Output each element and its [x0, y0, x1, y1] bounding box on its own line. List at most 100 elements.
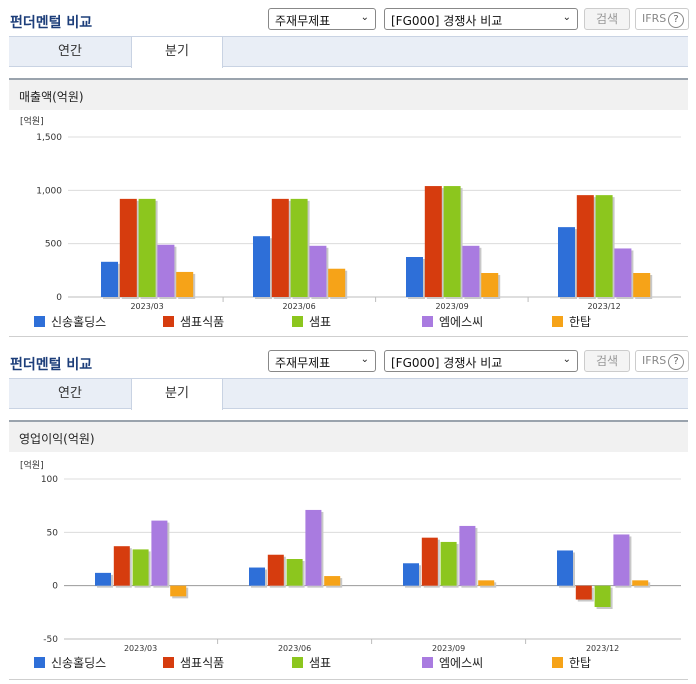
legend-label: 엠에스씨 — [439, 315, 484, 329]
bar — [459, 525, 476, 586]
bar — [403, 563, 419, 586]
bar — [594, 585, 611, 607]
bar — [478, 580, 495, 586]
legend-swatch — [34, 316, 45, 327]
legend-label: 샘표 — [309, 656, 332, 670]
search-button[interactable]: 검색 — [584, 350, 630, 372]
bar — [576, 195, 594, 297]
legend-label: 신송홀딩스 — [51, 656, 107, 670]
section-header: 펀더멘털 비교 주재무제표 ⌄ [FG000] 경쟁사 비교 ⌄ 검색 IFRS… — [0, 342, 696, 378]
comparison-select[interactable]: [FG000] 경쟁사 비교 ⌄ — [384, 8, 578, 30]
period-tabs: 연간 분기 — [9, 36, 688, 68]
fundamental-section-operating-profit: 펀더멘털 비교 주재무제표 ⌄ [FG000] 경쟁사 비교 ⌄ 검색 IFRS… — [0, 342, 696, 684]
legend-item[interactable]: 한탑 — [552, 654, 591, 671]
bar — [558, 227, 575, 297]
bar — [170, 585, 187, 597]
legend-item[interactable]: 엠에스씨 — [422, 313, 483, 330]
comparison-select[interactable]: [FG000] 경쟁사 비교 ⌄ — [384, 350, 578, 372]
ifrs-button[interactable]: IFRS ? — [635, 350, 689, 372]
bar — [253, 236, 270, 297]
legend-item[interactable]: 엠에스씨 — [422, 654, 483, 671]
section-title: 펀더멘털 비교 — [10, 15, 93, 31]
y-tick-label: -50 — [43, 635, 58, 645]
bar — [481, 273, 499, 297]
comparison-select-value: [FG000] 경쟁사 비교 — [391, 14, 503, 28]
bar — [462, 245, 480, 297]
ifrs-label: IFRS — [642, 12, 667, 25]
legend-swatch — [292, 657, 303, 668]
x-tick-label: 2023/03 — [124, 644, 157, 653]
legend-swatch — [292, 316, 303, 327]
bar — [249, 567, 265, 586]
y-tick-label: 0 — [52, 582, 58, 592]
x-tick-label: 2023/06 — [282, 302, 315, 310]
legend-item[interactable]: 한탑 — [552, 313, 591, 330]
unit-label: [억원] — [20, 459, 44, 471]
bar — [101, 261, 118, 297]
legend-item[interactable]: 샘표식품 — [163, 313, 224, 330]
y-tick-label: 50 — [47, 528, 59, 538]
tab-annual[interactable]: 연간 — [58, 44, 82, 59]
bar — [113, 546, 130, 586]
sales-bar-chart: [억원] 0 500 1,000 1,500 2023/03 2023/06 2023/09 2… — [20, 115, 681, 310]
legend-label: 샘표 — [309, 315, 332, 329]
search-button[interactable]: 검색 — [584, 8, 630, 30]
operating-profit-bar-chart: [억원] -50 0 50 100 2023/03 2023/06 2023/09 2023/1… — [20, 459, 681, 653]
legend-item[interactable]: 신송홀딩스 — [34, 654, 106, 671]
x-tick-label: 2023/06 — [278, 644, 311, 653]
y-tick-label: 1,000 — [36, 186, 62, 196]
metric-label: 영업이익(억원) — [19, 432, 95, 446]
ifrs-button[interactable]: IFRS ? — [635, 8, 689, 30]
metric-header: 영업이익(억원) — [9, 420, 688, 452]
statement-select[interactable]: 주재무제표 ⌄ — [268, 8, 376, 30]
bar — [271, 198, 289, 297]
bar — [290, 198, 308, 297]
help-icon: ? — [668, 12, 684, 28]
y-tick-label: 0 — [56, 293, 62, 303]
period-tabs: 연간 분기 — [9, 378, 688, 410]
chevron-down-icon: ⌄ — [562, 354, 571, 365]
bar — [176, 271, 194, 297]
bar — [575, 585, 592, 600]
section-header: 펀더멘털 비교 주재무제표 ⌄ [FG000] 경쟁사 비교 ⌄ 검색 IFRS… — [0, 0, 696, 36]
chart-legend: 신송홀딩스 샘표식품 샘표 엠에스씨 한탑 — [0, 313, 696, 331]
fundamental-section-sales: 펀더멘털 비교 주재무제표 ⌄ [FG000] 경쟁사 비교 ⌄ 검색 IFRS… — [0, 0, 696, 340]
statement-select-value: 주재무제표 — [275, 356, 331, 370]
x-tick-label: 2023/12 — [587, 302, 620, 310]
tab-quarterly[interactable]: 분기 — [131, 37, 223, 68]
statement-select-value: 주재무제표 — [275, 14, 331, 28]
bar — [614, 248, 632, 297]
y-tick-label: 500 — [45, 240, 62, 250]
legend-swatch — [552, 316, 563, 327]
bar — [328, 268, 346, 297]
bar — [595, 195, 613, 297]
legend-swatch — [422, 657, 433, 668]
y-tick-label: 1,500 — [36, 133, 62, 143]
bar — [421, 537, 438, 586]
metric-label: 매출액(억원) — [19, 90, 84, 104]
legend-swatch — [34, 657, 45, 668]
y-tick-label: 100 — [41, 475, 58, 485]
bar — [632, 580, 649, 586]
ifrs-label: IFRS — [642, 354, 667, 367]
section-title: 펀더멘털 비교 — [10, 357, 93, 373]
legend-item[interactable]: 샘표 — [292, 313, 331, 330]
x-tick-label: 2023/12 — [586, 644, 619, 653]
chart-legend: 신송홀딩스 샘표식품 샘표 엠에스씨 한탑 — [0, 654, 696, 672]
bar — [613, 534, 630, 586]
tab-annual[interactable]: 연간 — [58, 386, 82, 401]
bar — [309, 245, 327, 297]
legend-label: 샘표식품 — [180, 315, 225, 329]
bar — [138, 198, 156, 297]
tab-quarterly[interactable]: 분기 — [131, 379, 223, 410]
metric-header: 매출액(억원) — [9, 78, 688, 110]
divider — [9, 336, 688, 337]
legend-item[interactable]: 신송홀딩스 — [34, 313, 106, 330]
bar — [95, 572, 111, 586]
legend-item[interactable]: 샘표식품 — [163, 654, 224, 671]
statement-select[interactable]: 주재무제표 ⌄ — [268, 350, 376, 372]
bar — [406, 257, 423, 297]
legend-item[interactable]: 샘표 — [292, 654, 331, 671]
legend-swatch — [552, 657, 563, 668]
chevron-down-icon: ⌄ — [360, 354, 369, 365]
